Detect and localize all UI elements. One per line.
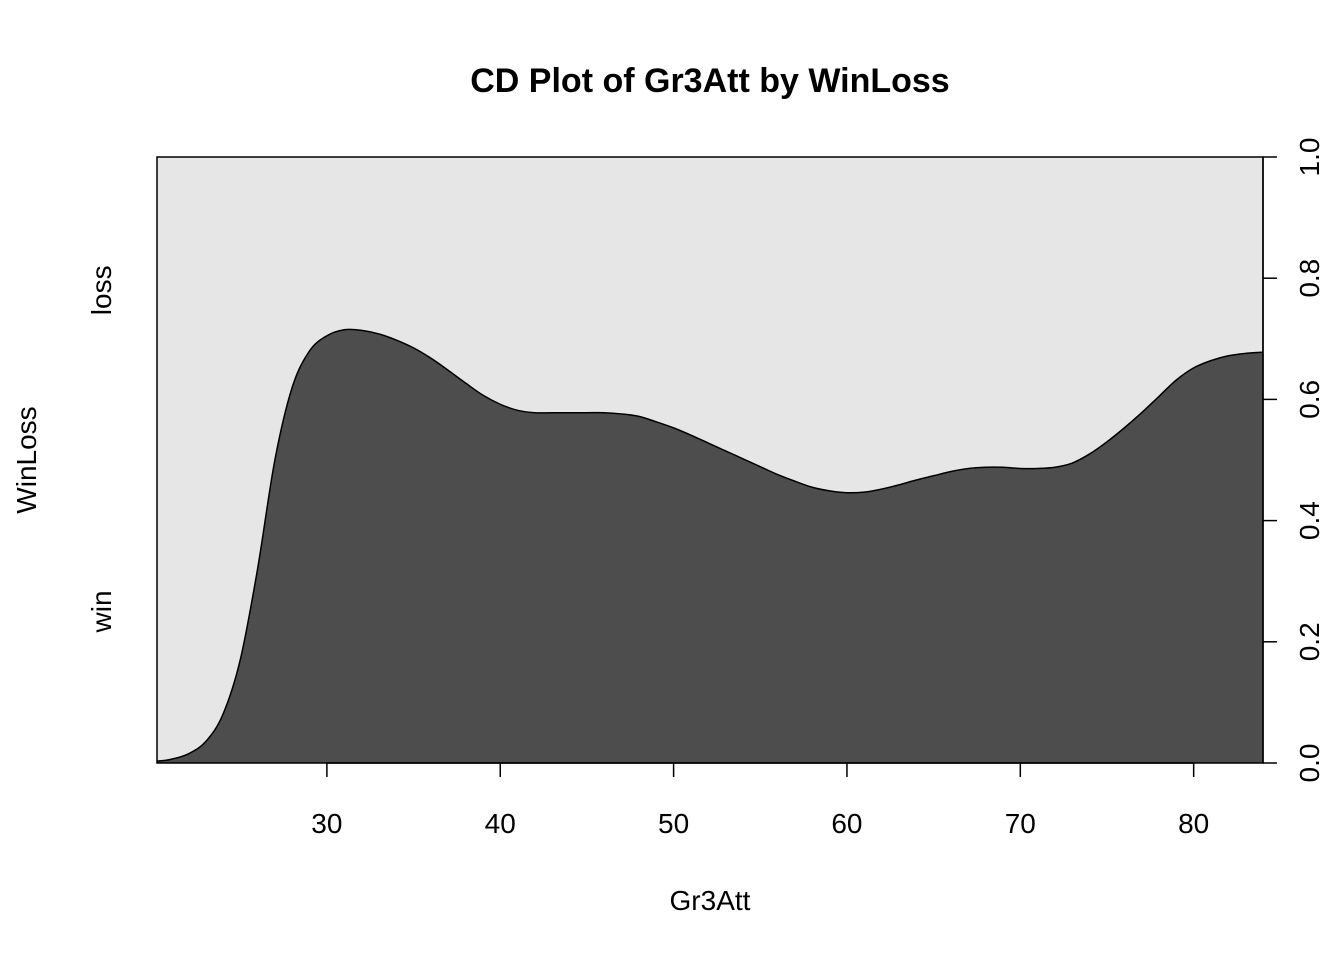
x-axis: 30 40 50 60 70 80	[311, 762, 1209, 839]
chart-title: CD Plot of Gr3Att by WinLoss	[470, 62, 949, 100]
y-axis-left-categories: win loss	[86, 265, 117, 633]
plot-area	[156, 156, 1264, 764]
y-tick-label: 0.0	[1294, 744, 1325, 783]
x-tick-label: 70	[1005, 808, 1036, 839]
x-tick-label: 80	[1178, 808, 1209, 839]
y-tick-label: 0.2	[1294, 622, 1325, 661]
x-tick-label: 40	[485, 808, 516, 839]
y-tick-label: 1.0	[1294, 138, 1325, 177]
x-tick-label: 60	[831, 808, 862, 839]
y-axis-right: 0.0 0.2 0.4 0.6 0.8 1.0	[1262, 138, 1325, 783]
y-tick-label: 0.6	[1294, 380, 1325, 419]
win-region	[157, 329, 1263, 763]
y-tick-label: 0.4	[1294, 501, 1325, 540]
category-label-loss: loss	[86, 265, 117, 315]
win-boundary-line	[156, 328, 1264, 762]
category-label-win: win	[86, 590, 117, 633]
x-tick-label: 50	[658, 808, 689, 839]
x-axis-title: Gr3Att	[670, 885, 751, 916]
x-tick-label: 30	[311, 808, 342, 839]
y-axis-title: WinLoss	[11, 406, 42, 513]
y-tick-label: 0.8	[1294, 259, 1325, 298]
